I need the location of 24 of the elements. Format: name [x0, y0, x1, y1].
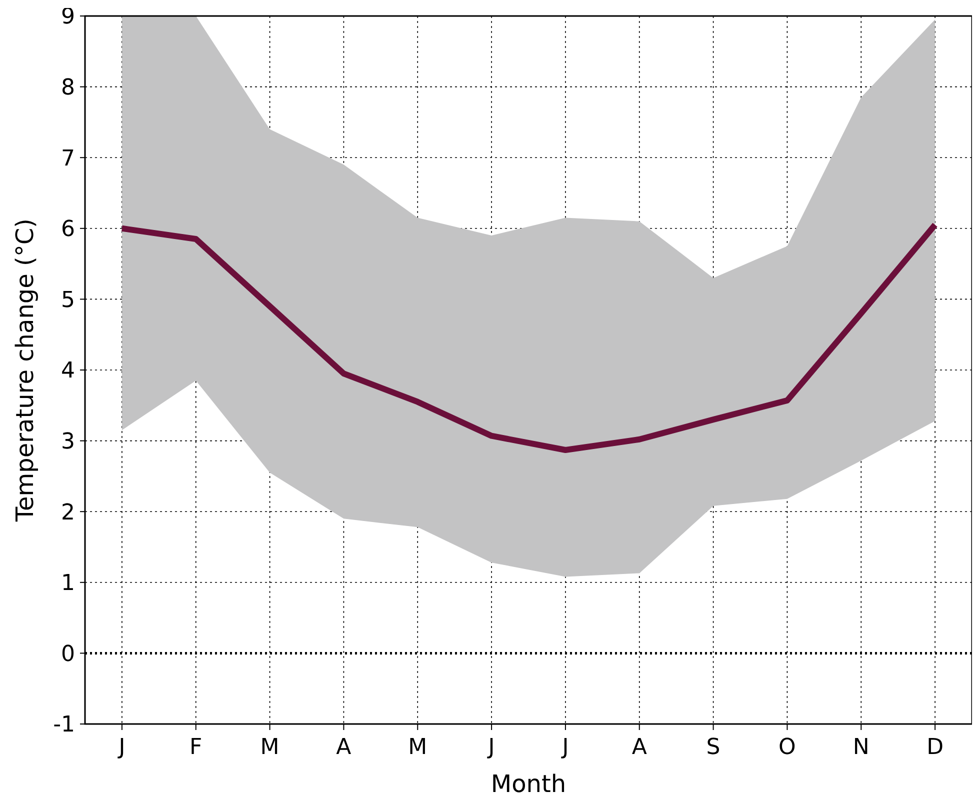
x-tick-label: S	[706, 735, 720, 760]
y-tick-label: 6	[61, 217, 75, 242]
x-tick-label: J	[560, 735, 569, 760]
y-tick-label: 7	[61, 146, 75, 172]
y-tick-label: 0	[61, 642, 75, 667]
x-tick-label: F	[190, 735, 202, 760]
x-axis-title: Month	[490, 770, 566, 798]
y-axis-title: Temperature change (°C)	[11, 218, 39, 523]
y-tick-label: 3	[61, 430, 75, 454]
y-tick-label: 8	[61, 76, 75, 100]
y-tick-label: 5	[61, 288, 75, 313]
x-tick-label: O	[778, 735, 796, 760]
x-tick-label: J	[116, 735, 126, 760]
y-tick-label: 2	[61, 500, 75, 526]
y-tick-label: -1	[53, 712, 75, 738]
y-tick-label: 4	[61, 358, 75, 384]
x-tick-label: M	[260, 735, 280, 760]
x-tick-label: M	[408, 735, 428, 760]
x-tick-label: A	[336, 735, 352, 760]
x-tick-label: J	[486, 735, 495, 760]
x-tick-label: D	[926, 735, 944, 760]
x-tick-label: A	[632, 735, 647, 760]
x-tick-label: N	[852, 735, 870, 760]
y-tick-label: 1	[61, 571, 75, 596]
